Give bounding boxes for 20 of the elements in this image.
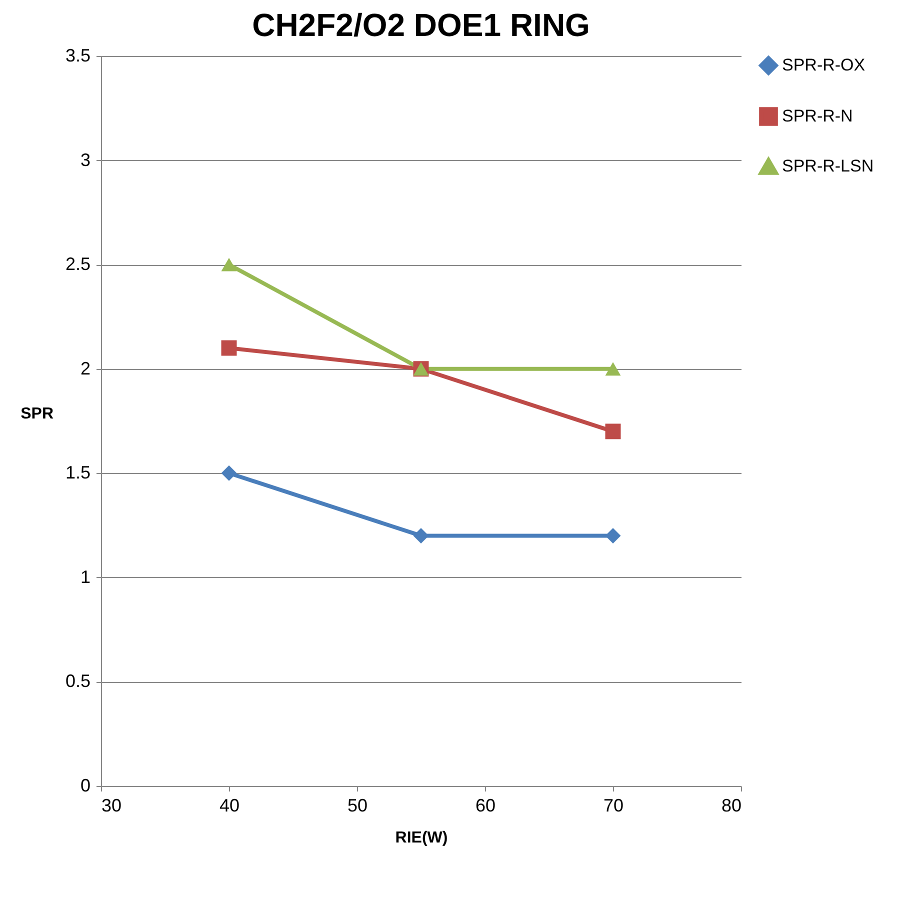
y-tick-label: 2 — [80, 358, 90, 378]
x-axis-title: RIE(W) — [395, 830, 448, 846]
y-tick-label: 0.5 — [65, 671, 90, 692]
legend-label: SPR-R-N — [782, 106, 853, 126]
y-tick-label: 1.5 — [65, 462, 90, 483]
x-tick-label: 30 — [102, 796, 122, 816]
x-tick-label: 50 — [347, 796, 368, 816]
y-axis-title: SPR — [20, 406, 54, 422]
y-tick-label: 0 — [80, 776, 90, 796]
chart-title: CH2F2/O2 DOE1 RING — [252, 7, 590, 43]
x-tick-label: 80 — [721, 796, 742, 816]
x-tick-label: 60 — [475, 796, 496, 816]
x-tick-label: 70 — [603, 796, 624, 816]
y-tick-label: 3.5 — [65, 46, 90, 66]
y-tick-label: 1 — [80, 566, 90, 587]
legend-label: SPR-R-LSN — [782, 156, 874, 176]
x-tick-label: 40 — [219, 796, 240, 816]
y-tick-label: 3 — [80, 150, 90, 170]
y-tick-label: 2.5 — [65, 254, 90, 274]
legend-label: SPR-R-OX — [782, 56, 866, 74]
